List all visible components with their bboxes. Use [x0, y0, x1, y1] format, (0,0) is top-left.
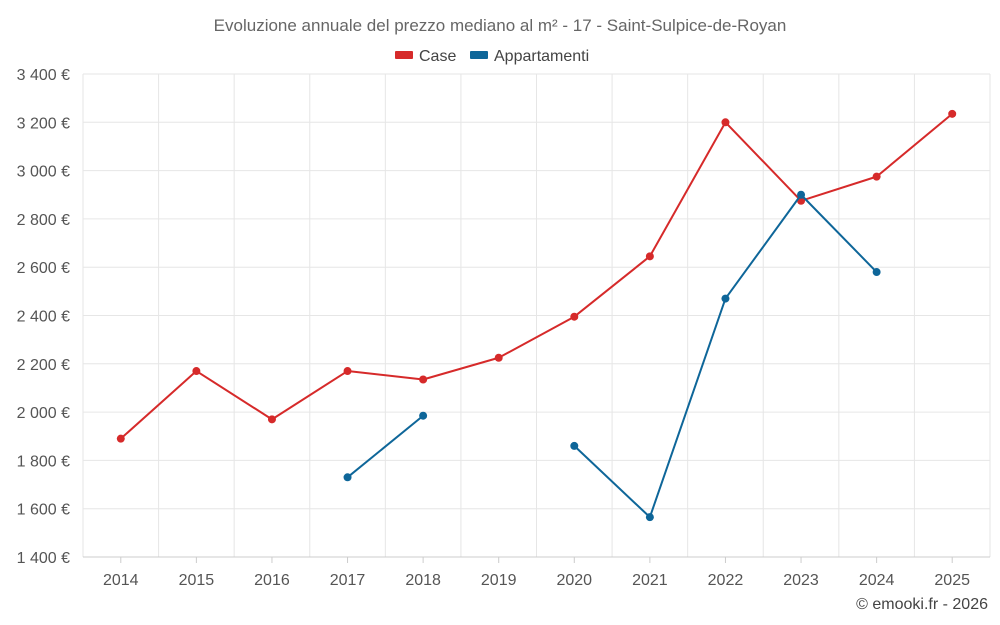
data-point-appartamenti[interactable] [721, 294, 730, 303]
x-tick-label: 2019 [481, 572, 517, 589]
legend-label-appartamenti[interactable]: Appartamenti [494, 48, 589, 65]
x-tick-label: 2025 [934, 572, 970, 589]
x-tick-label: 2024 [859, 572, 895, 589]
legend-swatch-appartamenti [470, 51, 488, 59]
x-tick-label: 2016 [254, 572, 290, 589]
x-gridlines [82, 74, 991, 557]
series-case [116, 109, 957, 443]
chart-title: Evoluzione annuale del prezzo mediano al… [214, 16, 787, 35]
data-point-case[interactable] [343, 367, 352, 376]
data-point-appartamenti[interactable] [419, 411, 428, 420]
y-tick-label: 3 400 € [17, 67, 70, 84]
series-layer [116, 109, 957, 522]
x-tick-label: 2022 [708, 572, 744, 589]
data-point-appartamenti[interactable] [797, 190, 806, 199]
data-point-case[interactable] [948, 109, 957, 118]
x-tick-label: 2023 [783, 572, 819, 589]
x-tick-label: 2018 [405, 572, 441, 589]
y-tick-label: 2 400 € [17, 309, 70, 326]
credit-text: © emooki.fr - 2026 [856, 596, 988, 613]
x-tick-label: 2020 [556, 572, 592, 589]
y-tick-label: 2 200 € [17, 357, 70, 374]
series-line-case [120, 113, 953, 440]
x-tick-label: 2021 [632, 572, 668, 589]
x-tick-label: 2017 [330, 572, 366, 589]
legend-label-case[interactable]: Case [419, 48, 456, 65]
data-point-case[interactable] [419, 375, 428, 384]
y-tick-label: 3 200 € [17, 115, 70, 132]
data-point-case[interactable] [872, 172, 881, 181]
data-point-appartamenti[interactable] [343, 473, 352, 482]
y-tick-label: 1 600 € [17, 502, 70, 519]
y-tick-label: 3 000 € [17, 164, 70, 181]
legend-swatch-case [395, 51, 413, 59]
legend: Case Appartamenti [395, 48, 589, 65]
x-tick-label: 2014 [103, 572, 139, 589]
y-tick-label: 2 000 € [17, 405, 70, 422]
data-point-case[interactable] [192, 367, 201, 376]
y-tick-label: 1 400 € [17, 550, 70, 567]
x-tick-label: 2015 [179, 572, 215, 589]
y-tick-label: 2 600 € [17, 260, 70, 277]
data-point-appartamenti[interactable] [570, 441, 579, 450]
y-axis-ticks: 1 400 € 1 600 € 1 800 € 2 000 € 2 200 € 2 400… [17, 67, 70, 567]
data-point-appartamenti[interactable] [872, 268, 881, 277]
x-axis-ticks: 2014 2015 2016 2017 2018 2019 2020 2021 2022 2023… [103, 557, 970, 589]
data-point-case[interactable] [494, 353, 503, 362]
y-tick-label: 1 800 € [17, 453, 70, 470]
series-line-appartamenti [346, 414, 424, 479]
data-point-case[interactable] [267, 415, 276, 424]
data-point-case[interactable] [721, 118, 730, 127]
y-tick-label: 2 800 € [17, 212, 70, 229]
data-point-case[interactable] [570, 312, 579, 321]
series-appartamenti [343, 190, 881, 522]
data-point-appartamenti[interactable] [645, 513, 654, 522]
data-point-case[interactable] [645, 252, 654, 261]
series-line-appartamenti [573, 193, 878, 519]
data-point-case[interactable] [116, 434, 125, 443]
